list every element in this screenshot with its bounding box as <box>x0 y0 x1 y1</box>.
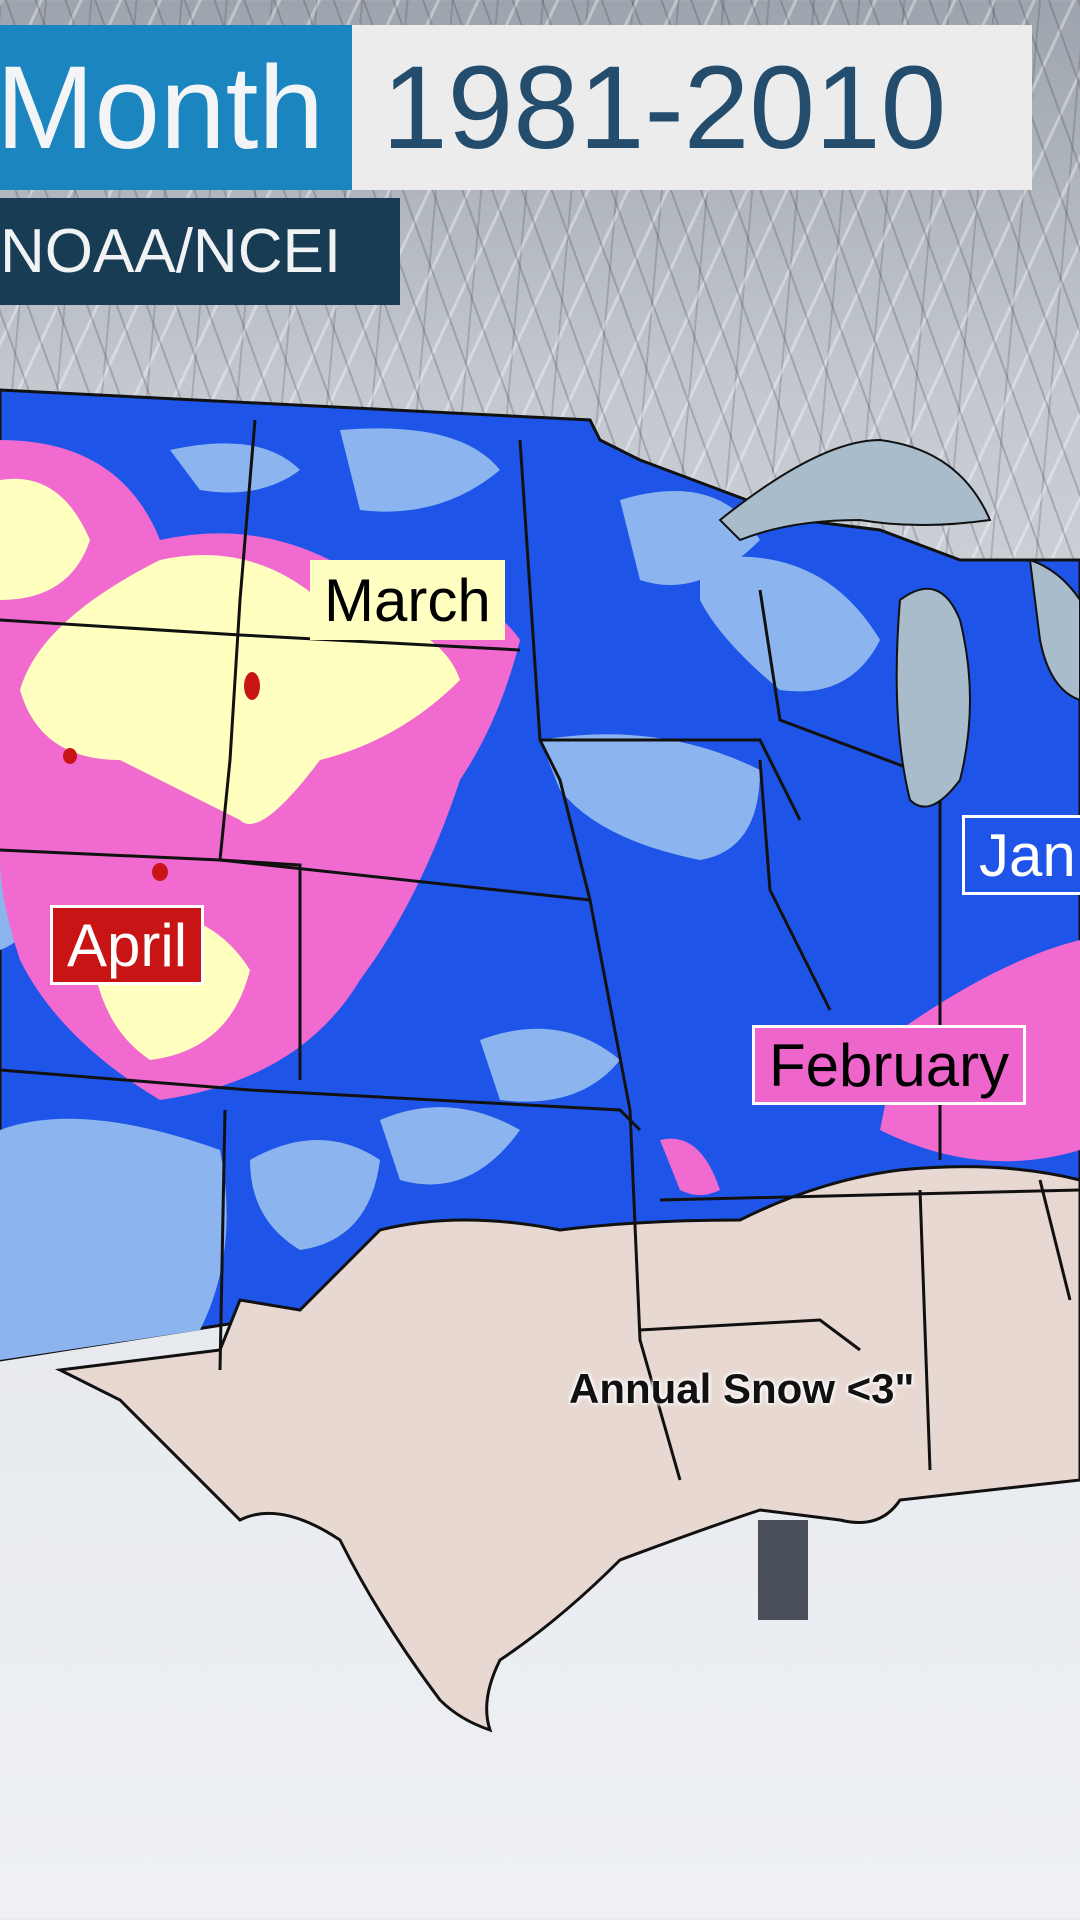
title-month: Month <box>0 25 352 190</box>
fence-post <box>758 1520 808 1620</box>
label-annual-snow: Annual Snow <3" <box>569 1365 915 1412</box>
region-annual-snow-under-3in <box>54 1165 1080 1733</box>
label-march: March <box>310 560 505 640</box>
source-label: NOAA/NCEI <box>0 198 400 305</box>
label-january: Jan <box>962 815 1080 895</box>
great-lakes <box>718 438 1080 808</box>
region-december <box>0 428 880 1360</box>
label-february: February <box>752 1025 1027 1105</box>
label-april: April <box>50 905 205 985</box>
state-borders <box>0 419 1080 1481</box>
title-years: 1981-2010 <box>352 25 1032 190</box>
region-april <box>63 672 260 881</box>
